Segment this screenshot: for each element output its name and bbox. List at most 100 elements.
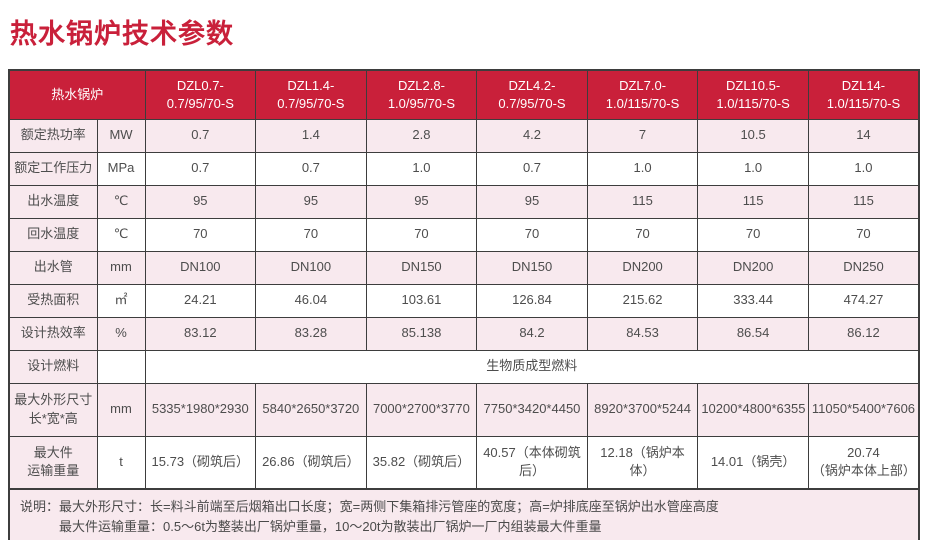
- table-cell: 95: [476, 184, 588, 219]
- table-cell: 215.62: [586, 283, 699, 318]
- table-cell: 15.73（砌筑后）: [144, 435, 257, 490]
- row-unit: %: [96, 316, 146, 351]
- table-cell: 70: [476, 217, 588, 252]
- table-cell: 70: [144, 217, 257, 252]
- table-cell: 115: [586, 184, 699, 219]
- table-cell: 83.12: [144, 316, 257, 351]
- boiler-spec-table: 热水锅炉 DZL0.7- 0.7/95/70-S DZL1.4- 0.7/95/70…: [8, 69, 920, 490]
- table-row: 额定热功率 MW 0.7 1.4 2.8 4.2 7 10.5 14: [8, 118, 920, 153]
- table-cell: 70: [697, 217, 809, 252]
- table-cell: DN250: [807, 250, 920, 285]
- table-cell: 95: [255, 184, 367, 219]
- table-cell: 84.53: [586, 316, 699, 351]
- table-cell: DN100: [144, 250, 257, 285]
- row-label: 最大件 运输重量: [8, 435, 98, 490]
- table-cell: 95: [144, 184, 257, 219]
- table-cell: 86.54: [697, 316, 809, 351]
- model-header-cell: DZL1.4- 0.7/95/70-S: [255, 69, 367, 120]
- table-cell: 7000*2700*3770: [365, 382, 478, 437]
- table-cell: 0.7: [255, 151, 367, 186]
- row-label: 设计热效率: [8, 316, 98, 351]
- table-cell: DN150: [476, 250, 588, 285]
- table-cell: 4.2: [476, 118, 588, 153]
- note-label: 说明：: [20, 499, 60, 514]
- table-cell: 86.12: [807, 316, 920, 351]
- row-unit: [96, 349, 146, 384]
- table-cell: 46.04: [255, 283, 367, 318]
- row-unit: ㎡: [96, 283, 146, 318]
- table-cell: 1.0: [365, 151, 478, 186]
- model-header-cell: DZL4.2- 0.7/95/70-S: [476, 69, 588, 120]
- table-row: 出水温度 ℃ 95 95 95 95 115 115 115: [8, 184, 920, 219]
- table-cell: 115: [807, 184, 920, 219]
- model-header-cell: DZL2.8- 1.0/95/70-S: [365, 69, 478, 120]
- table-cell: 333.44: [697, 283, 809, 318]
- table-cell: 70: [255, 217, 367, 252]
- table-cell: 20.74 （锅炉本体上部）: [807, 435, 920, 490]
- table-cell: 70: [586, 217, 699, 252]
- table-cell: 10.5: [697, 118, 809, 153]
- table-cell: 35.82（砌筑后）: [365, 435, 478, 490]
- table-row: 出水管 mm DN100 DN100 DN150 DN150 DN200 DN200 DN250: [8, 250, 920, 285]
- table-cell: 24.21: [144, 283, 257, 318]
- note-line: 最大外形尺寸：长=料斗前端至后烟箱出口长度；宽=两侧下集箱排污管座的宽度；高=炉…: [59, 499, 719, 514]
- table-cell: DN200: [586, 250, 699, 285]
- row-label: 出水管: [8, 250, 98, 285]
- table-row: 设计热效率% 83.12 83.28 85.138 84.2 84.53 86.54 86.1…: [8, 316, 920, 351]
- table-cell: 103.61: [365, 283, 478, 318]
- model-header-cell: DZL14- 1.0/115/70-S: [807, 69, 920, 120]
- note-lines: 最大外形尺寸：长=料斗前端至后烟箱出口长度；宽=两侧下集箱排污管座的宽度；高=炉…: [59, 497, 908, 537]
- row-label: 回水温度: [8, 217, 98, 252]
- table-cell: 12.18（锅炉本体）: [586, 435, 699, 490]
- page-title: 热水锅炉技术参数: [10, 19, 234, 49]
- table-cell: 5840*2650*3720: [255, 382, 367, 437]
- row-unit: mm: [96, 250, 146, 285]
- table-cell: 10200*4800*6355: [697, 382, 809, 437]
- table-cell: 70: [807, 217, 920, 252]
- row-label: 额定工作压力: [8, 151, 98, 186]
- table-cell: 0.7: [144, 151, 257, 186]
- table-row: 最大外形尺寸 长*宽*高 mm 5335*1980*2930 5840*2650*37…: [8, 382, 920, 437]
- span-value-cell: 生物质成型燃料: [144, 349, 920, 384]
- row-label: 额定热功率: [8, 118, 98, 153]
- table-cell: DN150: [365, 250, 478, 285]
- table-cell: 11050*5400*7606: [807, 382, 920, 437]
- note-line: 最大件运输重量：0.5～6t为整装出厂锅炉重量，10～20t为散装出厂锅炉一厂内…: [59, 519, 602, 535]
- row-label: 受热面积: [8, 283, 98, 318]
- row-unit: ℃: [96, 217, 146, 252]
- table-cell: DN200: [697, 250, 809, 285]
- table-cell: 8920*3700*5244: [586, 382, 699, 437]
- table-cell: 7750*3420*4450: [476, 382, 588, 437]
- table-row: 设计燃料 生物质成型燃料: [8, 349, 920, 384]
- table-cell: 83.28: [255, 316, 367, 351]
- table-cell: 1.0: [586, 151, 699, 186]
- table-cell: 5335*1980*2930: [144, 382, 257, 437]
- table-cell: 1.0: [697, 151, 809, 186]
- table-row: 额定工作压力 MPa 0.7 0.7 1.0 0.7 1.0 1.0 1.0: [8, 151, 920, 186]
- table-header-row: 热水锅炉 DZL0.7- 0.7/95/70-S DZL1.4- 0.7/95/70…: [8, 69, 920, 120]
- table-cell: 14: [807, 118, 920, 153]
- table-cell: 84.2: [476, 316, 588, 351]
- table-row: 回水温度 ℃ 70 70 70 70 70 70 70: [8, 217, 920, 252]
- table-cell: 0.7: [476, 151, 588, 186]
- table-cell: 0.7: [144, 118, 257, 153]
- row-unit: mm: [96, 382, 146, 437]
- row-unit: ℃: [96, 184, 146, 219]
- row-unit: MPa: [96, 151, 146, 186]
- table-note: 说明： 最大外形尺寸：长=料斗前端至后烟箱出口长度；宽=两侧下集箱排污管座的宽度…: [8, 488, 920, 540]
- table-cell: 85.138: [365, 316, 478, 351]
- model-header-cell: DZL10.5- 1.0/115/70-S: [697, 69, 809, 120]
- model-header-cell: DZL0.7- 0.7/95/70-S: [144, 69, 257, 120]
- model-header-cell: DZL7.0- 1.0/115/70-S: [586, 69, 699, 120]
- row-label: 最大外形尺寸 长*宽*高: [8, 382, 98, 437]
- row-unit: t: [96, 435, 146, 490]
- table-cell: 40.57（本体砌筑后）: [476, 435, 588, 490]
- table-cell: 115: [697, 184, 809, 219]
- row-label: 设计燃料: [8, 349, 98, 384]
- row-label: 出水温度: [8, 184, 98, 219]
- table-row: 最大件 运输重量 t 15.73（砌筑后） 26.86（砌筑后） 35.82（砌筑后） 4…: [8, 435, 920, 490]
- table-cell: DN100: [255, 250, 367, 285]
- table-cell: 26.86（砌筑后）: [255, 435, 367, 490]
